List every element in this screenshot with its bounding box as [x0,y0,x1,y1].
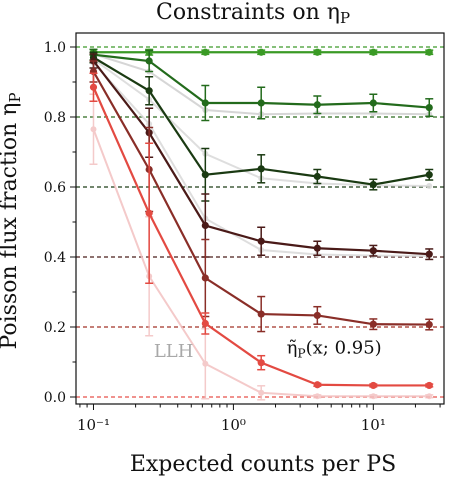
data-point [90,126,97,133]
series-0 [89,48,434,56]
y-tick-label: 0.6 [44,180,66,196]
y-tick-label: 0.4 [44,250,66,266]
data-point [145,209,153,217]
data-point [425,250,433,258]
data-point [426,182,433,189]
x-axis-label: Expected counts per PS [130,452,396,477]
y-tick-label: 1.0 [44,40,66,56]
series-5 [89,72,434,390]
data-point [257,359,265,367]
series-2 [89,51,434,202]
data-point [201,171,209,179]
data-point [425,103,433,112]
data-point [257,48,265,56]
data-point [313,172,321,181]
data-point [201,48,209,56]
data-point [313,311,321,320]
annotation-1: η̃P(x; 0.95) [287,337,382,360]
data-point [426,393,433,400]
y-axis-label: Poisson flux fraction ηP [0,92,24,349]
annotations: LLH η̃P(x; 0.95) [154,337,382,362]
data-point [257,237,265,245]
data-point [369,180,377,189]
data-point [89,83,98,91]
data-point [425,381,433,390]
data-point [257,99,265,107]
data-point [369,381,377,390]
data-point [257,165,265,173]
data-point [201,274,209,282]
data-point [313,48,321,56]
data-point [145,87,153,95]
x-tick-label: 10⁰ [221,416,246,434]
data-point [201,319,209,328]
reference-lines [76,46,444,398]
data-point [369,99,377,107]
data-point [314,393,321,400]
data-point [369,247,377,255]
data-point [313,101,321,109]
x-tick-label: 10⁻¹ [77,416,110,434]
x-axis-ticks: 10⁻¹ 10⁰ 10¹ [77,404,441,434]
y-tick-label: 0.8 [44,110,66,126]
data-point [425,48,433,56]
chart-title: Constraints on ηP [156,0,350,27]
y-tick-label: 0.0 [44,390,66,406]
data-point [145,57,153,65]
data-point [425,320,433,329]
data-point [369,48,377,56]
y-tick-label: 0.2 [44,320,66,336]
plot-frame [75,32,445,405]
x-tick-label: 10¹ [361,416,386,434]
data-point [370,393,377,400]
data-point [201,221,209,230]
data-point [258,389,265,396]
data-point [313,381,321,389]
series-group [89,48,434,390]
data-point [369,320,377,328]
data-point [425,171,433,179]
annotation-0: LLH [154,341,194,362]
data-point [257,310,265,318]
series-1 [89,48,434,122]
y-axis-ticks: 0.0 0.2 0.4 0.6 0.8 1.0 [44,40,76,406]
data-point [202,360,209,367]
data-point [201,99,209,107]
data-point [313,244,321,252]
